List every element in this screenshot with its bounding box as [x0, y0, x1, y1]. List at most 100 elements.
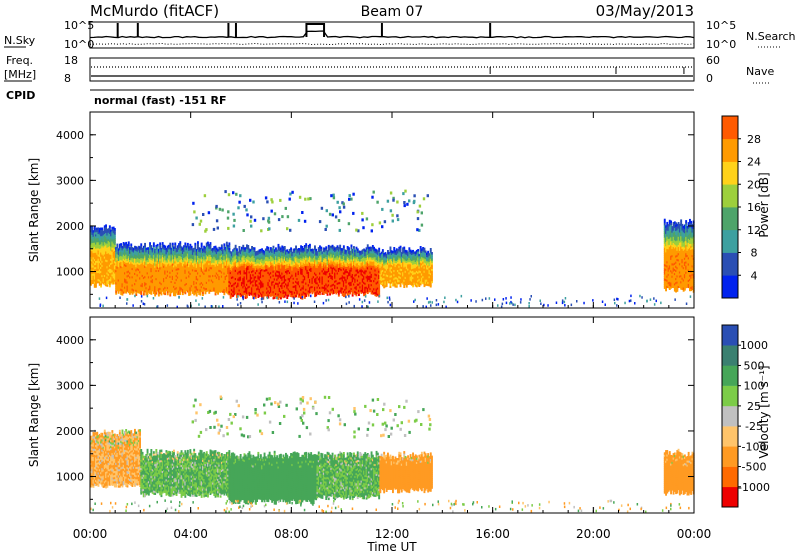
heatmap-cell	[121, 278, 124, 282]
heatmap-cell	[141, 256, 144, 259]
heatmap-cell	[241, 291, 243, 295]
heatmap-cell	[288, 292, 291, 295]
heatmap-cell	[330, 262, 333, 265]
heatmap-cell	[93, 277, 96, 280]
heatmap-cell	[168, 261, 170, 264]
heatmap-cell	[90, 262, 92, 266]
heatmap-cell	[348, 282, 350, 285]
heatmap-cell	[93, 242, 96, 245]
heatmap-cell	[243, 280, 246, 283]
heatmap-cell	[243, 261, 246, 265]
heatmap-cell	[271, 256, 274, 259]
heatmap-cell	[251, 254, 253, 257]
heatmap-cell	[195, 289, 198, 293]
heatmap-cell	[253, 286, 256, 289]
heatmap-cell	[298, 270, 301, 274]
heatmap-cell	[118, 270, 121, 273]
heatmap-cell	[154, 269, 157, 272]
heatmap-cell	[209, 250, 212, 253]
heatmap-cell	[117, 260, 120, 264]
heatmap-cell	[202, 287, 204, 290]
heatmap-cell	[92, 232, 95, 235]
heatmap-cell	[281, 288, 284, 292]
heatmap-cell	[137, 254, 140, 257]
heatmap-cell	[180, 275, 183, 278]
heatmap-cell	[239, 284, 242, 287]
heatmap-cell	[219, 261, 222, 265]
heatmap-cell	[218, 287, 221, 291]
heatmap-cell	[247, 284, 250, 287]
heatmap-cell	[322, 276, 325, 279]
heatmap-cell	[117, 277, 120, 280]
heatmap-cell	[152, 291, 155, 295]
heatmap-cell	[112, 275, 115, 279]
heatmap-cell	[244, 271, 247, 275]
heatmap-cell	[218, 248, 221, 252]
heatmap-cell	[163, 275, 165, 279]
heatmap-cell	[241, 267, 243, 270]
heatmap-cell	[215, 288, 218, 291]
heatmap-cell	[243, 257, 246, 260]
heatmap-cell	[207, 278, 209, 281]
heatmap-cell	[175, 286, 178, 290]
heatmap-cell	[218, 285, 221, 289]
heatmap-cell	[215, 274, 218, 277]
heatmap-cell	[159, 281, 162, 284]
heatmap-cell	[276, 286, 279, 289]
heatmap-cell	[340, 266, 343, 269]
heatmap-cell	[190, 264, 193, 267]
heatmap-cell	[195, 255, 198, 258]
heatmap-cell	[336, 267, 339, 271]
heatmap-cell	[309, 260, 311, 263]
heatmap-cell	[108, 258, 111, 261]
noise-sky-line	[89, 30, 695, 39]
heatmap-cell	[267, 267, 270, 270]
heatmap-cell	[252, 255, 255, 258]
heatmap-cell	[155, 290, 158, 293]
heatmap-cell	[146, 290, 149, 293]
heatmap-cell	[208, 254, 211, 257]
heatmap-cell	[310, 290, 313, 293]
heatmap-cell	[146, 265, 149, 269]
heatmap-cell	[96, 233, 99, 237]
heatmap-cell	[130, 249, 133, 253]
heatmap-cell	[230, 288, 233, 292]
heatmap-cell	[278, 279, 281, 282]
heatmap-cell	[283, 258, 286, 261]
heatmap-cell	[154, 253, 157, 256]
heatmap-cell	[200, 257, 203, 260]
heatmap-cell	[287, 267, 290, 270]
heatmap-cell	[191, 272, 194, 276]
heatmap-cell	[98, 240, 101, 243]
heatmap-cell	[325, 289, 328, 292]
heatmap-cell	[120, 253, 123, 256]
heatmap-cell	[198, 251, 201, 254]
heatmap-cell	[222, 290, 224, 293]
heatmap-cell	[213, 252, 216, 255]
heatmap-cell	[106, 231, 109, 234]
heatmap-cell	[230, 264, 233, 267]
heatmap-cell	[257, 293, 260, 296]
heatmap-cell	[293, 260, 296, 264]
heatmap-cell	[317, 271, 320, 275]
heatmap-cell	[268, 287, 271, 290]
heatmap-cell	[267, 287, 270, 291]
heatmap-cell	[227, 257, 230, 260]
heatmap-cell	[110, 248, 112, 251]
heatmap-cell	[234, 279, 237, 283]
heatmap-cell	[266, 254, 269, 257]
heatmap-cell	[295, 286, 297, 290]
heatmap-cell	[185, 286, 188, 290]
heatmap-cell	[314, 247, 316, 250]
heatmap-cell	[334, 274, 336, 277]
heatmap-cell	[296, 257, 299, 260]
heatmap-cell	[111, 245, 114, 248]
heatmap-cell	[256, 287, 258, 291]
heatmap-cell	[147, 255, 150, 258]
heatmap-cell	[248, 289, 251, 292]
heatmap-cell	[348, 288, 350, 291]
heatmap-cell	[142, 245, 145, 249]
heatmap-cell	[309, 252, 311, 255]
heatmap-cell	[173, 250, 175, 254]
heatmap-cell	[337, 273, 340, 277]
